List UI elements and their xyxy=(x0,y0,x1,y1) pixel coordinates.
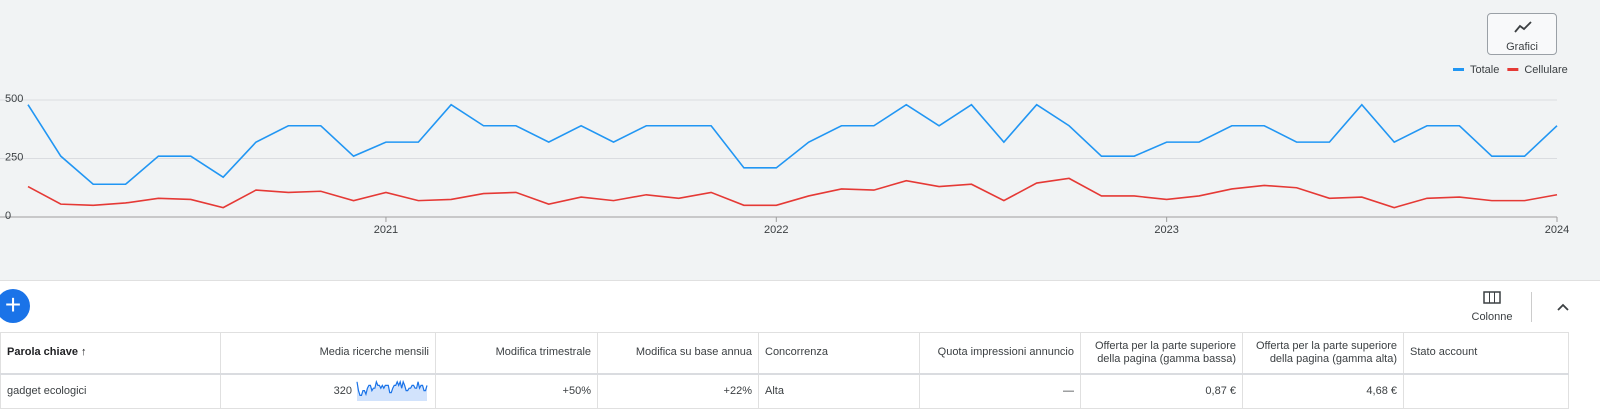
sparkline-line xyxy=(356,380,428,397)
column-header[interactable]: Parola chiave ↑ xyxy=(0,332,221,374)
column-header[interactable]: Modifica su base annua xyxy=(597,332,759,374)
collapse-icon[interactable] xyxy=(1556,302,1570,312)
add-button[interactable]: + xyxy=(0,289,30,323)
columns-icon xyxy=(1483,291,1501,304)
charts-button[interactable]: Grafici xyxy=(1487,13,1557,55)
avg-searches-cell: 320 xyxy=(220,372,436,409)
y-tick-label: 500 xyxy=(5,93,23,105)
account-status xyxy=(1403,372,1569,409)
bid-high: 4,68 € xyxy=(1242,372,1404,409)
bid-low: 0,87 € xyxy=(1080,372,1243,409)
yoy-change: +22% xyxy=(597,372,759,409)
legend-label: Cellulare xyxy=(1524,64,1567,76)
chart-panel: 0 250 500 2021 2022 2023 2024 Totale Cellulare G… xyxy=(0,0,1600,280)
column-header[interactable]: Quota impressioni annuncio xyxy=(919,332,1081,374)
x-tick-label: 2023 xyxy=(1154,224,1178,236)
column-header[interactable]: Offerta per la parte superiore della pag… xyxy=(1242,332,1404,374)
x-tick-label: 2021 xyxy=(374,224,398,236)
series-line xyxy=(27,103,1558,186)
keyword-row: gadget ecologici 320 +50% +22% Alta — 0,… xyxy=(0,372,1569,409)
chart: 0 250 500 2021 2022 2023 2024 Totale Cellulare xyxy=(0,64,1569,236)
x-tick-label: 2022 xyxy=(764,224,788,236)
columns-label: Colonne xyxy=(1471,311,1513,323)
sparkline xyxy=(356,380,428,402)
header-text: Parola chiave xyxy=(7,346,78,359)
separator xyxy=(1531,292,1532,322)
charts-button-label: Grafici xyxy=(1506,41,1538,53)
column-header[interactable]: Stato account xyxy=(1403,332,1569,374)
column-header[interactable]: Modifica trimestrale xyxy=(435,332,598,374)
chart-icon xyxy=(1514,21,1532,33)
column-header[interactable]: Media ricerche mensili xyxy=(220,332,436,374)
legend-swatch xyxy=(1453,68,1464,71)
legend-label: Totale xyxy=(1470,64,1499,76)
y-tick-label: 250 xyxy=(5,151,23,163)
toolbar: + Colonne xyxy=(0,280,1600,333)
column-header[interactable]: Offerta per la parte superiore della pag… xyxy=(1080,332,1243,374)
competition: Alta xyxy=(758,372,920,409)
columns-button[interactable]: Colonne xyxy=(1462,291,1522,323)
avg-searches: 320 xyxy=(333,385,352,398)
legend-swatch xyxy=(1507,68,1519,71)
keyword-table: Parola chiave ↑ Media ricerche mensili M… xyxy=(0,332,1569,409)
column-header[interactable]: Concorrenza xyxy=(758,332,920,374)
series-line xyxy=(27,177,1558,209)
quarterly-change: +50% xyxy=(435,372,598,409)
header-row: Parola chiave ↑ Media ricerche mensili M… xyxy=(0,332,1569,374)
keyword: gadget ecologici xyxy=(0,372,221,409)
impression-share: — xyxy=(919,372,1081,409)
y-tick-label: 0 xyxy=(5,210,11,222)
x-tick-label: 2024 xyxy=(1545,224,1569,236)
